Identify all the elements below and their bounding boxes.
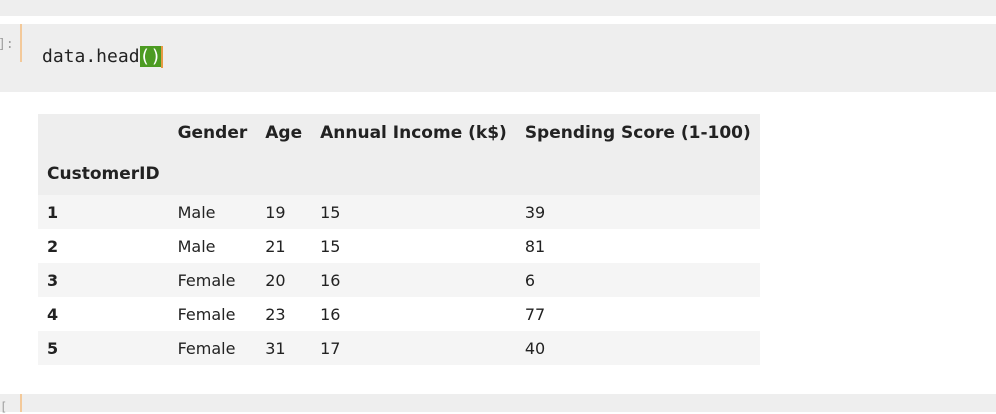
code-editor-line[interactable]: data.head() [42, 46, 164, 68]
cell-spending-score: 6 [524, 270, 535, 290]
cell-age: 21 [265, 236, 286, 256]
cell-annual-income: 16 [320, 304, 341, 324]
header-blank [38, 114, 169, 152]
row-index: 3 [47, 270, 59, 290]
column-header-age: Age [265, 123, 303, 143]
matching-parens: () [139, 46, 162, 67]
table-row: 2 Male 21 15 81 [38, 229, 760, 263]
table-row: 5 Female 31 17 40 [38, 331, 760, 365]
cell-gender: Female [177, 270, 236, 290]
text-cursor [161, 46, 164, 68]
code-cell[interactable]: ]: data.head() [0, 24, 996, 92]
next-code-cell[interactable]: [ [0, 394, 996, 414]
row-index: 5 [47, 338, 59, 358]
cell-spending-score: 77 [524, 304, 546, 324]
cell-annual-income: 17 [320, 338, 341, 358]
cell-age: 20 [265, 270, 286, 290]
cell-age: 23 [265, 304, 286, 324]
cell-gender: Male [177, 202, 216, 222]
cell-annual-income: 15 [320, 202, 341, 222]
cell-gender: Male [177, 236, 216, 256]
cell-gender: Female [177, 338, 236, 358]
column-header-annual-income: Annual Income (k$) [320, 123, 507, 143]
row-index: 1 [47, 202, 59, 222]
table-row: 3 Female 20 16 6 [38, 263, 760, 297]
table-row: 1 Male 19 15 39 [38, 195, 760, 229]
cell-gender: Female [177, 304, 236, 324]
cell-spending-score: 81 [524, 236, 546, 256]
column-header-gender: Gender [177, 123, 248, 143]
next-cell-bar [20, 394, 22, 412]
code-text: data.head [42, 46, 140, 67]
cell-selection-bar [20, 24, 22, 62]
cell-age: 19 [265, 202, 286, 222]
cell-annual-income: 16 [320, 270, 341, 290]
cell-spending-score: 39 [524, 202, 546, 222]
index-header-row: CustomerID [38, 152, 760, 195]
cell-prompt: ]: [0, 37, 14, 52]
cell-spending-score: 40 [524, 338, 546, 358]
row-index: 2 [47, 236, 59, 256]
column-header-spending-score: Spending Score (1-100) [524, 123, 751, 143]
row-index: 4 [47, 304, 59, 324]
column-header-row: Gender Age Annual Income (k$) Spending S… [38, 114, 760, 152]
previous-cell [0, 0, 996, 16]
dataframe-output: Gender Age Annual Income (k$) Spending S… [38, 114, 760, 365]
cell-age: 31 [265, 338, 286, 358]
cell-annual-income: 15 [320, 236, 341, 256]
table-row: 4 Female 23 16 77 [38, 297, 760, 331]
index-name-header: CustomerID [47, 163, 160, 184]
next-cell-prompt: [ [0, 400, 8, 414]
